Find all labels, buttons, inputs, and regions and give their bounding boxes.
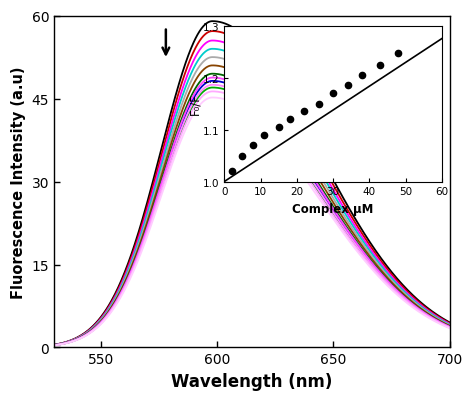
Y-axis label: Fluorescence Intensity (a.u): Fluorescence Intensity (a.u) [11,66,26,298]
X-axis label: Wavelength (nm): Wavelength (nm) [171,372,333,390]
